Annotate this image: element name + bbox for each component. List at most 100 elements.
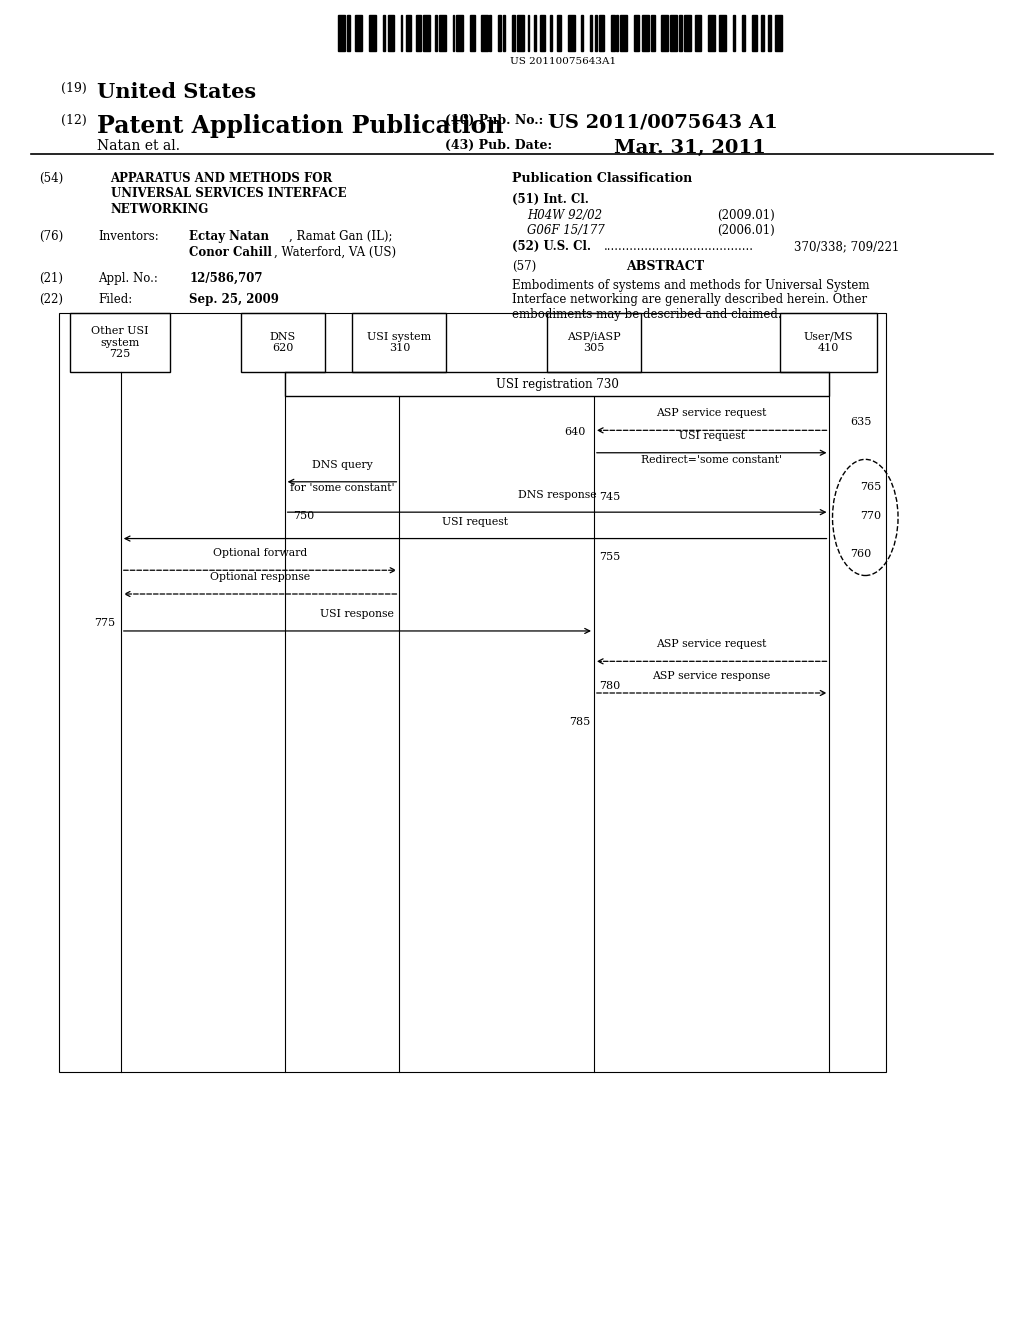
- Bar: [512, 15, 515, 50]
- Bar: [400, 15, 402, 50]
- Bar: [285, 372, 829, 396]
- Bar: [733, 15, 734, 50]
- Text: Optional forward: Optional forward: [213, 548, 307, 558]
- Bar: [741, 15, 745, 50]
- Text: APPARATUS AND METHODS FOR: APPARATUS AND METHODS FOR: [111, 172, 333, 185]
- Bar: [503, 15, 505, 50]
- Text: , Waterford, VA (US): , Waterford, VA (US): [274, 246, 396, 259]
- Text: H04W 92/02: H04W 92/02: [527, 209, 602, 222]
- Text: US 2011/0075643 A1: US 2011/0075643 A1: [548, 114, 777, 132]
- Text: 785: 785: [569, 717, 591, 727]
- Bar: [642, 15, 649, 50]
- Text: United States: United States: [97, 82, 256, 102]
- Text: Redirect='some constant': Redirect='some constant': [641, 455, 782, 466]
- Text: DNS query: DNS query: [311, 459, 373, 470]
- Bar: [370, 15, 376, 50]
- Bar: [406, 15, 411, 50]
- Text: 775: 775: [94, 618, 116, 628]
- Text: 760: 760: [850, 549, 871, 560]
- Bar: [453, 15, 455, 50]
- Text: Appl. No.:: Appl. No.:: [98, 272, 158, 285]
- Bar: [416, 15, 422, 50]
- Bar: [527, 15, 529, 50]
- Text: for 'some constant': for 'some constant': [290, 483, 394, 494]
- Text: Filed:: Filed:: [98, 293, 132, 306]
- Text: , Ramat Gan (IL);: , Ramat Gan (IL);: [289, 230, 392, 243]
- Text: UNIVERSAL SERVICES INTERFACE: UNIVERSAL SERVICES INTERFACE: [111, 187, 346, 201]
- Text: ASP service request: ASP service request: [656, 408, 767, 418]
- Bar: [768, 15, 771, 50]
- Bar: [670, 15, 677, 50]
- Text: (51) Int. Cl.: (51) Int. Cl.: [512, 193, 589, 206]
- Text: US 20110075643A1: US 20110075643A1: [510, 57, 616, 66]
- Text: USI response: USI response: [321, 609, 394, 619]
- Text: (43) Pub. Date:: (43) Pub. Date:: [445, 139, 553, 152]
- Bar: [423, 15, 430, 50]
- Bar: [662, 15, 669, 50]
- Bar: [435, 15, 437, 50]
- Text: (22): (22): [39, 293, 62, 306]
- Bar: [480, 15, 487, 50]
- Text: NETWORKING: NETWORKING: [111, 203, 209, 216]
- Text: 755: 755: [599, 552, 621, 562]
- Bar: [616, 15, 618, 50]
- Text: 12/586,707: 12/586,707: [189, 272, 263, 285]
- Bar: [679, 15, 682, 50]
- Bar: [489, 15, 490, 50]
- Bar: [599, 15, 604, 50]
- Bar: [780, 313, 877, 372]
- Bar: [547, 313, 641, 372]
- Bar: [684, 15, 691, 50]
- Text: 780: 780: [599, 681, 621, 692]
- Bar: [59, 313, 886, 1072]
- Text: (2009.01): (2009.01): [717, 209, 774, 222]
- Text: USI request: USI request: [679, 430, 744, 441]
- Bar: [694, 15, 701, 50]
- Text: (19): (19): [61, 82, 91, 95]
- Bar: [388, 15, 393, 50]
- Text: Patent Application Publication: Patent Application Publication: [97, 114, 504, 137]
- Text: ASP/iASP
305: ASP/iASP 305: [567, 331, 621, 354]
- Bar: [439, 15, 445, 50]
- Bar: [352, 313, 446, 372]
- Bar: [582, 15, 584, 50]
- Text: Optional response: Optional response: [210, 572, 310, 582]
- Text: USI system
310: USI system 310: [368, 331, 431, 354]
- Text: 750: 750: [293, 511, 314, 521]
- Text: G06F 15/177: G06F 15/177: [527, 224, 605, 238]
- Bar: [634, 15, 639, 50]
- Bar: [550, 15, 552, 50]
- Text: embodiments may be described and claimed.: embodiments may be described and claimed…: [512, 308, 781, 321]
- Text: Sep. 25, 2009: Sep. 25, 2009: [189, 293, 280, 306]
- Text: (54): (54): [39, 172, 63, 185]
- Text: ABSTRACT: ABSTRACT: [627, 260, 705, 273]
- Text: USI request: USI request: [442, 516, 508, 527]
- Text: Other USI
system
725: Other USI system 725: [91, 326, 148, 359]
- Text: ASP service request: ASP service request: [656, 639, 767, 649]
- Text: Publication Classification: Publication Classification: [512, 172, 692, 185]
- Text: 745: 745: [599, 492, 621, 503]
- Bar: [752, 15, 757, 50]
- Bar: [470, 15, 475, 50]
- Bar: [535, 15, 537, 50]
- Text: (21): (21): [39, 272, 62, 285]
- Text: Natan et al.: Natan et al.: [97, 139, 180, 153]
- Text: 640: 640: [564, 426, 586, 437]
- Bar: [651, 15, 654, 50]
- Text: 635: 635: [850, 417, 871, 428]
- Bar: [719, 15, 726, 50]
- Bar: [517, 15, 524, 50]
- Bar: [498, 15, 502, 50]
- Text: 765: 765: [860, 482, 882, 492]
- Bar: [611, 15, 614, 50]
- Text: Ectay Natan: Ectay Natan: [189, 230, 269, 243]
- Bar: [241, 313, 325, 372]
- Bar: [383, 15, 385, 50]
- Bar: [346, 15, 350, 50]
- Bar: [709, 15, 716, 50]
- Text: (12): (12): [61, 114, 91, 127]
- Text: 370/338; 709/221: 370/338; 709/221: [794, 240, 899, 253]
- Text: ........................................: ........................................: [604, 240, 754, 253]
- Text: Inventors:: Inventors:: [98, 230, 159, 243]
- Text: (57): (57): [512, 260, 537, 273]
